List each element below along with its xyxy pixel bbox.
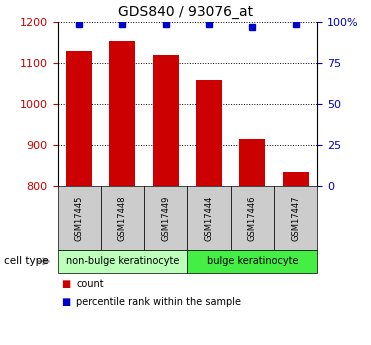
Bar (239, 139, 265, 186)
Text: non-bulge keratinocyte: non-bulge keratinocyte (66, 256, 179, 266)
Text: count: count (76, 279, 104, 289)
Bar (109, 41, 135, 186)
Text: GSM17446: GSM17446 (248, 196, 257, 241)
Text: percentile rank within the sample: percentile rank within the sample (76, 297, 241, 307)
Bar (66, 51, 92, 186)
Text: cell type: cell type (4, 256, 48, 266)
Bar (153, 55, 179, 186)
Text: bulge keratinocyte: bulge keratinocyte (207, 256, 298, 266)
Text: ■: ■ (61, 297, 70, 307)
Text: GSM17445: GSM17445 (75, 196, 83, 241)
Text: GSM17448: GSM17448 (118, 196, 127, 241)
Text: GSM17447: GSM17447 (291, 196, 300, 241)
Text: ■: ■ (61, 279, 70, 289)
Text: GDS840 / 93076_at: GDS840 / 93076_at (118, 5, 253, 19)
Bar (283, 172, 309, 186)
Text: GSM17444: GSM17444 (204, 196, 213, 241)
Text: GSM17449: GSM17449 (161, 196, 170, 241)
Bar (196, 80, 222, 186)
